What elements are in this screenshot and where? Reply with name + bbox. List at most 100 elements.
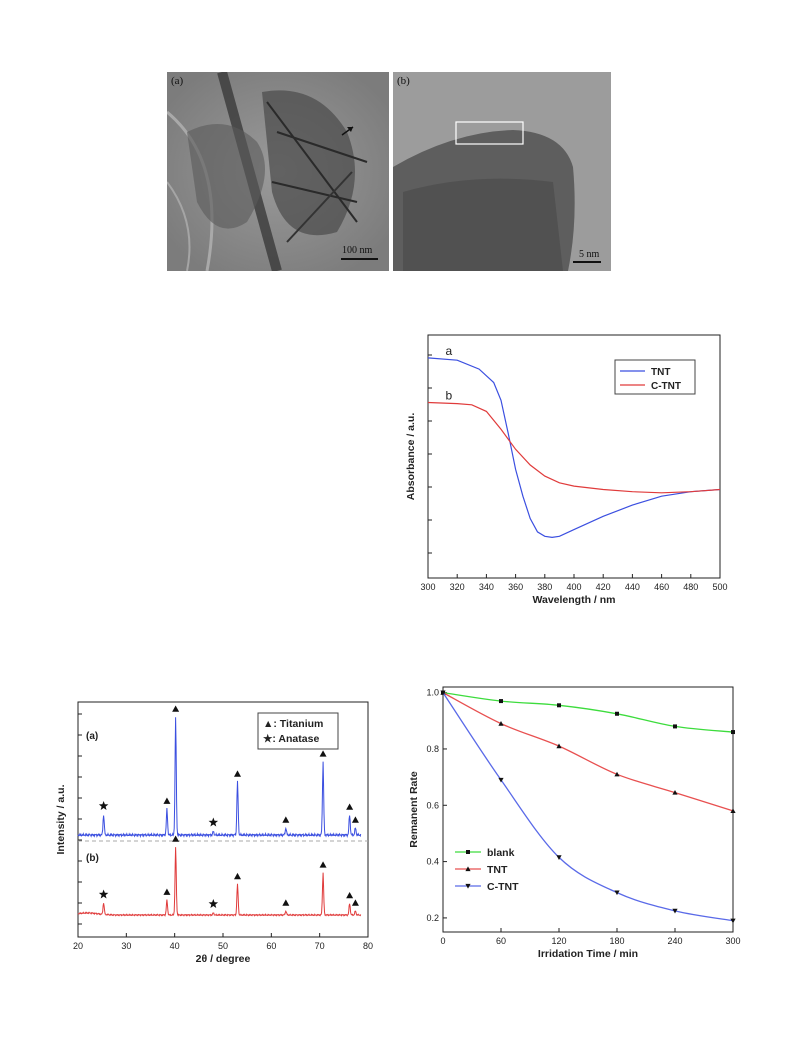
xrd-chart: 20 30 40 50 60 70 80 2θ / degree Intensity / a.u… [52, 697, 377, 979]
titanium-marker [163, 888, 171, 895]
x-tick-label: 30 [121, 941, 131, 951]
x-tick-label: 400 [566, 582, 581, 592]
tem-b-scale-text: 5 nm [579, 249, 600, 260]
uv-vis-chart-svg: 300 320 340 360 380 400 420 440 460 480 500 Wavelen… [405, 334, 728, 606]
tem-b-label: (b) [397, 75, 410, 87]
titanium-marker [172, 705, 180, 712]
legend-label: C-TNT [487, 881, 519, 893]
degradation-chart: 0 60 120 180 240 300 0.2 0.4 0.6 0.8 1.0 Irridation… [405, 682, 741, 964]
titanium-marker [319, 861, 327, 868]
panel-label-a: (a) [86, 731, 98, 742]
x-tick-label: 70 [315, 941, 325, 951]
x-tick-label: 500 [712, 582, 727, 592]
data-point [615, 711, 619, 716]
degradation-chart-svg: 0 60 120 180 240 300 0.2 0.4 0.6 0.8 1.0 Irridation… [408, 686, 741, 960]
x-tick-label: 60 [266, 941, 276, 951]
y-tick-label: 0.4 [426, 857, 439, 867]
x-tick-label: 40 [170, 941, 180, 951]
xrd-pattern-b [77, 847, 362, 917]
anatase-marker [208, 898, 219, 909]
curve-annotation-a: a [446, 344, 453, 358]
y-tick-label: 1.0 [426, 688, 439, 698]
legend-marker [465, 866, 471, 872]
panel-label-b: (b) [86, 853, 99, 864]
x-tick-label: 380 [537, 582, 552, 592]
data-point [498, 721, 504, 726]
x-axis-label: Irridation Time / min [538, 948, 638, 960]
x-tick-label: 480 [683, 582, 698, 592]
xrd-pattern-a [77, 717, 362, 839]
data-point [499, 699, 503, 704]
legend-label: ▲: Titanium [263, 718, 323, 730]
legend-box [614, 359, 696, 395]
titanium-marker [234, 872, 241, 880]
y-axis-label: Remanent Rate [408, 771, 420, 848]
data-point [498, 777, 504, 783]
anatase-marker [98, 889, 109, 899]
x-axis-label: Wavelength / nm [532, 594, 615, 606]
x-tick-label: 360 [508, 582, 523, 592]
series-line-blank [442, 691, 734, 733]
x-tick-label: 300 [725, 936, 740, 946]
tem-image-b: (b) 5 nm [393, 72, 611, 271]
titanium-marker [234, 770, 241, 777]
tem-a-label: (a) [171, 75, 184, 87]
x-tick-label: 320 [450, 582, 465, 592]
x-tick-label: 180 [609, 936, 624, 946]
titanium-marker [282, 899, 290, 906]
legend-label: blank [487, 847, 515, 859]
titanium-marker [172, 835, 180, 842]
series-line-c-tnt [427, 401, 721, 494]
titanium-marker [282, 816, 290, 823]
x-tick-label: 0 [440, 936, 445, 946]
legend-marker [466, 850, 470, 854]
titanium-marker [346, 803, 354, 810]
xrd-chart-svg: 20 30 40 50 60 70 80 2θ / degree Intensity / a.u… [55, 701, 373, 965]
titanium-marker [163, 797, 171, 804]
tem-image-a-graphic [167, 72, 389, 271]
x-axis-label: 2θ / degree [196, 953, 251, 965]
x-tick-label: 120 [551, 936, 566, 946]
tem-a-scale-text: 100 nm [342, 245, 373, 256]
titanium-marker [319, 750, 327, 757]
x-tick-label: 80 [363, 941, 373, 951]
data-point [730, 808, 736, 813]
y-axis-label: Absorbance / a.u. [405, 413, 417, 501]
y-tick-label: 0.8 [426, 744, 439, 754]
legend-box [257, 712, 339, 750]
data-point [440, 690, 446, 696]
tem-image-b-graphic [393, 72, 611, 271]
legend-label: C-TNT [651, 381, 681, 392]
data-point [614, 890, 620, 896]
tem-image-a: (a) 100 nm [167, 72, 389, 271]
legend-label: ★: Anatase [263, 733, 319, 745]
data-point [673, 724, 677, 729]
x-tick-label: 460 [654, 582, 669, 592]
data-point [614, 771, 620, 777]
data-point [556, 855, 562, 860]
x-tick-label: 240 [667, 936, 682, 946]
y-tick-label: 0.6 [426, 800, 439, 810]
series-line-tnt [442, 692, 734, 812]
legend-label: TNT [651, 367, 670, 378]
anatase-marker [208, 817, 219, 827]
data-point [557, 703, 561, 708]
data-point [730, 918, 736, 924]
legend-label: TNT [487, 864, 508, 876]
series-line-tnt [427, 357, 721, 539]
x-tick-label: 420 [596, 582, 611, 592]
x-tick-label: 50 [218, 941, 228, 951]
x-tick-label: 300 [420, 582, 435, 592]
titanium-marker [351, 816, 359, 823]
y-axis-label: Intensity / a.u. [55, 784, 67, 854]
x-tick-label: 60 [496, 936, 506, 946]
data-point [672, 908, 678, 914]
data-point [556, 743, 562, 749]
anatase-marker [98, 800, 109, 810]
uv-vis-chart: 300 320 340 360 380 400 420 440 460 480 500 Wavelen… [398, 330, 730, 612]
data-point [672, 790, 678, 795]
titanium-marker [351, 899, 359, 906]
x-tick-label: 340 [479, 582, 494, 592]
legend-marker [465, 883, 471, 889]
curve-annotation-b: b [446, 389, 453, 403]
